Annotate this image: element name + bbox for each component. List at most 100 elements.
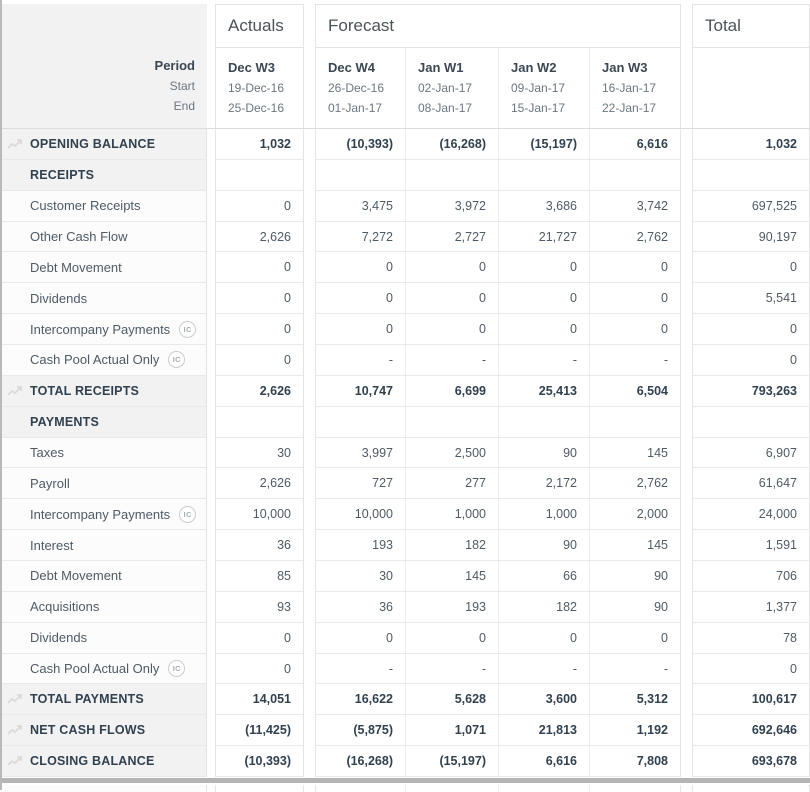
value-cell-forecast-2[interactable]: 5,628 xyxy=(405,684,498,716)
value-cell-forecast-2[interactable]: 182 xyxy=(405,530,498,562)
row-label-closing-balance[interactable]: CLOSING BALANCE xyxy=(2,746,207,778)
value-cell-forecast-1[interactable]: 193 xyxy=(315,530,405,562)
value-cell-actuals[interactable]: 0 xyxy=(215,283,304,315)
value-cell-forecast-2[interactable]: 0 xyxy=(405,622,498,654)
value-cell-forecast-4[interactable]: 7,808 xyxy=(589,746,681,778)
value-cell-total[interactable]: 5,541 xyxy=(692,283,810,315)
value-cell-forecast-3[interactable]: (15,197) xyxy=(498,129,589,160)
value-cell-forecast-3[interactable]: 6,616 xyxy=(498,746,589,778)
value-cell-forecast-3[interactable]: 66 xyxy=(498,561,589,592)
value-cell-forecast-1[interactable]: 727 xyxy=(315,468,405,500)
value-cell-forecast-1[interactable]: 3,475 xyxy=(315,190,405,222)
value-cell-forecast-1[interactable]: - xyxy=(315,653,405,685)
value-cell-forecast-2[interactable]: 3,972 xyxy=(405,190,498,222)
value-cell-total[interactable]: 90,197 xyxy=(692,221,810,253)
value-cell-forecast-3[interactable]: 0 xyxy=(498,252,589,284)
value-cell-forecast-4[interactable]: 2,762 xyxy=(589,221,681,253)
value-cell-forecast-4[interactable]: 145 xyxy=(589,437,681,469)
period-cell-forecast-jan-w1[interactable]: Jan W1 02-Jan-17 08-Jan-17 xyxy=(405,48,498,128)
value-cell-actuals[interactable]: 93 xyxy=(215,591,304,623)
value-cell-forecast-4[interactable]: 5,312 xyxy=(589,684,681,716)
value-cell-forecast-1[interactable]: 0 xyxy=(315,283,405,315)
value-cell-forecast-1[interactable]: - xyxy=(315,345,405,376)
row-label-cash-pool-actual-only[interactable]: Cash Pool Actual Only IC xyxy=(2,653,207,685)
value-cell-total[interactable]: 693,678 xyxy=(692,746,810,778)
value-cell-forecast-3[interactable]: 0 xyxy=(498,283,589,315)
value-cell-forecast-3[interactable]: 2,172 xyxy=(498,468,589,500)
row-label-dividends[interactable]: Dividends xyxy=(2,622,207,654)
value-cell-forecast-2[interactable]: 1,000 xyxy=(405,499,498,531)
row-label-customer-receipts[interactable]: Customer Receipts xyxy=(2,190,207,222)
row-label-cash-pool-actual-only[interactable]: Cash Pool Actual Only IC xyxy=(2,345,207,376)
value-cell-forecast-1[interactable]: 0 xyxy=(315,252,405,284)
value-cell-forecast-3[interactable]: 182 xyxy=(498,591,589,623)
value-cell-actuals[interactable]: (11,425) xyxy=(215,715,304,747)
row-label-payroll[interactable]: Payroll xyxy=(2,468,207,500)
value-cell-forecast-3[interactable]: 0 xyxy=(498,622,589,654)
value-cell-forecast-4[interactable]: - xyxy=(589,345,681,376)
value-cell-actuals[interactable]: 2,626 xyxy=(215,468,304,500)
value-cell-actuals[interactable]: 0 xyxy=(215,345,304,376)
row-label-intercompany-payments[interactable]: Intercompany Payments IC xyxy=(2,499,207,531)
value-cell-forecast-2[interactable]: 0 xyxy=(405,283,498,315)
value-cell-forecast-4[interactable]: 0 xyxy=(589,622,681,654)
value-cell-actuals[interactable]: 0 xyxy=(215,653,304,685)
horizontal-scrollbar[interactable] xyxy=(2,778,810,784)
row-label-acquisitions[interactable]: Acquisitions xyxy=(2,591,207,623)
value-cell-forecast-4[interactable]: 145 xyxy=(589,530,681,562)
value-cell-actuals[interactable]: 30 xyxy=(215,437,304,469)
value-cell-total[interactable]: 692,646 xyxy=(692,715,810,747)
row-label-total-payments[interactable]: TOTAL PAYMENTS xyxy=(2,684,207,716)
value-cell-forecast-2[interactable]: 6,699 xyxy=(405,375,498,407)
value-cell-forecast-2[interactable]: 2,500 xyxy=(405,437,498,469)
value-cell-forecast-4[interactable]: 0 xyxy=(589,283,681,315)
value-cell-actuals[interactable]: 10,000 xyxy=(215,499,304,531)
value-cell-total[interactable]: 0 xyxy=(692,314,810,346)
value-cell-forecast-4[interactable]: 1,192 xyxy=(589,715,681,747)
value-cell-forecast-1[interactable]: 36 xyxy=(315,591,405,623)
row-label-debt-movement[interactable]: Debt Movement xyxy=(2,561,207,592)
value-cell-total[interactable]: 706 xyxy=(692,561,810,592)
value-cell-forecast-3[interactable]: 21,813 xyxy=(498,715,589,747)
value-cell-forecast-1[interactable]: 3,997 xyxy=(315,437,405,469)
row-label-net-cash-flows[interactable]: NET CASH FLOWS xyxy=(2,715,207,747)
value-cell-forecast-1[interactable]: 16,622 xyxy=(315,684,405,716)
value-cell-actuals[interactable]: 36 xyxy=(215,530,304,562)
value-cell-forecast-2[interactable]: 2,727 xyxy=(405,221,498,253)
value-cell-forecast-4[interactable]: 6,616 xyxy=(589,129,681,160)
value-cell-actuals[interactable]: 0 xyxy=(215,252,304,284)
value-cell-actuals[interactable]: 14,051 xyxy=(215,684,304,716)
value-cell-forecast-1[interactable]: (16,268) xyxy=(315,746,405,778)
value-cell-forecast-3[interactable]: 3,686 xyxy=(498,190,589,222)
value-cell-total[interactable]: 0 xyxy=(692,653,810,685)
value-cell-total[interactable]: 793,263 xyxy=(692,375,810,407)
value-cell-forecast-2[interactable]: 193 xyxy=(405,591,498,623)
value-cell-total[interactable]: 1,591 xyxy=(692,530,810,562)
row-label-dividends[interactable]: Dividends xyxy=(2,283,207,315)
value-cell-forecast-3[interactable]: - xyxy=(498,345,589,376)
value-cell-total[interactable]: 697,525 xyxy=(692,190,810,222)
period-cell-forecast-jan-w2[interactable]: Jan W2 09-Jan-17 15-Jan-17 xyxy=(498,48,589,128)
value-cell-forecast-3[interactable]: 90 xyxy=(498,530,589,562)
value-cell-forecast-4[interactable]: 2,000 xyxy=(589,499,681,531)
row-label-taxes[interactable]: Taxes xyxy=(2,437,207,469)
value-cell-forecast-3[interactable]: 1,000 xyxy=(498,499,589,531)
value-cell-actuals[interactable]: 0 xyxy=(215,622,304,654)
value-cell-actuals[interactable]: 2,626 xyxy=(215,375,304,407)
value-cell-total[interactable]: 100,617 xyxy=(692,684,810,716)
value-cell-forecast-4[interactable]: 6,504 xyxy=(589,375,681,407)
value-cell-forecast-3[interactable]: 0 xyxy=(498,314,589,346)
value-cell-total[interactable]: 0 xyxy=(692,252,810,284)
row-label-other-cash-flow[interactable]: Other Cash Flow xyxy=(2,221,207,253)
value-cell-forecast-1[interactable]: (10,393) xyxy=(315,129,405,160)
value-cell-forecast-1[interactable]: 10,747 xyxy=(315,375,405,407)
value-cell-total[interactable]: 1,377 xyxy=(692,591,810,623)
value-cell-forecast-4[interactable]: 90 xyxy=(589,591,681,623)
row-label-total-receipts[interactable]: TOTAL RECEIPTS xyxy=(2,375,207,407)
value-cell-total[interactable]: 78 xyxy=(692,622,810,654)
value-cell-forecast-4[interactable]: 90 xyxy=(589,561,681,592)
value-cell-forecast-4[interactable]: 3,742 xyxy=(589,190,681,222)
period-cell-forecast-dec-w4[interactable]: Dec W4 26-Dec-16 01-Jan-17 xyxy=(315,48,405,128)
value-cell-forecast-2[interactable]: 145 xyxy=(405,561,498,592)
value-cell-forecast-3[interactable]: - xyxy=(498,653,589,685)
